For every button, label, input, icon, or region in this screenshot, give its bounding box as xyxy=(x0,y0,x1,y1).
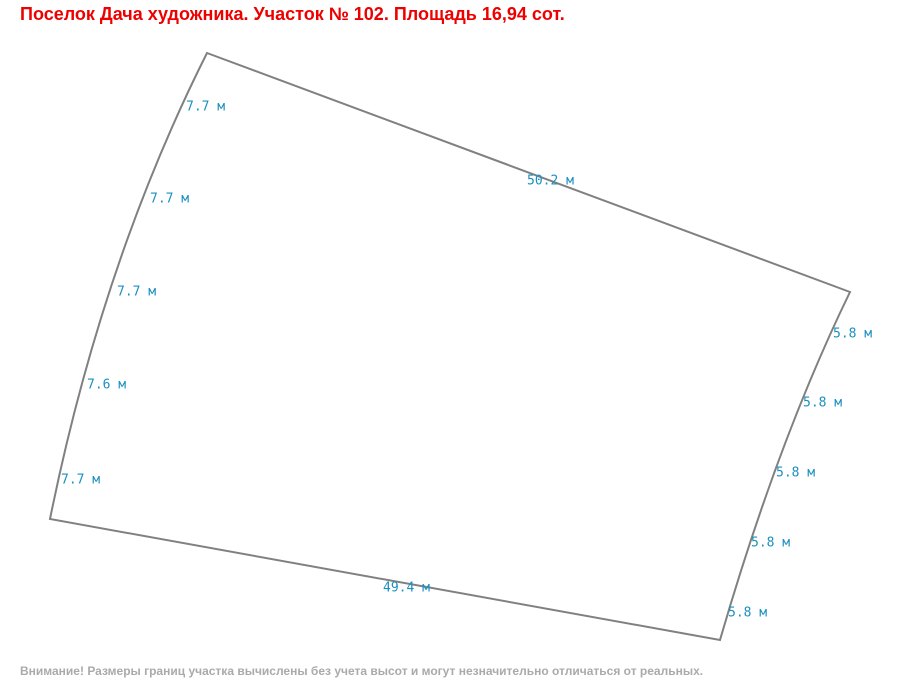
edge-length: 5.8 м xyxy=(833,327,872,342)
edge-length: 7.7 м xyxy=(117,285,156,300)
edge-length: 5.8 м xyxy=(751,536,790,551)
edge-length: 7.7 м xyxy=(150,192,189,207)
edge-length: 49.4 м xyxy=(383,581,430,596)
edge-length: 5.8 м xyxy=(728,606,767,621)
footer-note: Внимание! Размеры границ участка вычисле… xyxy=(20,664,703,678)
edge-length: 7.7 м xyxy=(61,473,100,488)
edge-length: 50.2 м xyxy=(527,174,574,189)
edge-length: 7.7 м xyxy=(186,100,225,115)
edge-length: 5.8 м xyxy=(776,466,815,481)
edge-length: 5.8 м xyxy=(803,396,842,411)
edge-length: 7.6 м xyxy=(87,378,126,393)
plot-boundary xyxy=(48,51,852,642)
title: Поселок Дача художника. Участок № 102. П… xyxy=(20,4,565,24)
